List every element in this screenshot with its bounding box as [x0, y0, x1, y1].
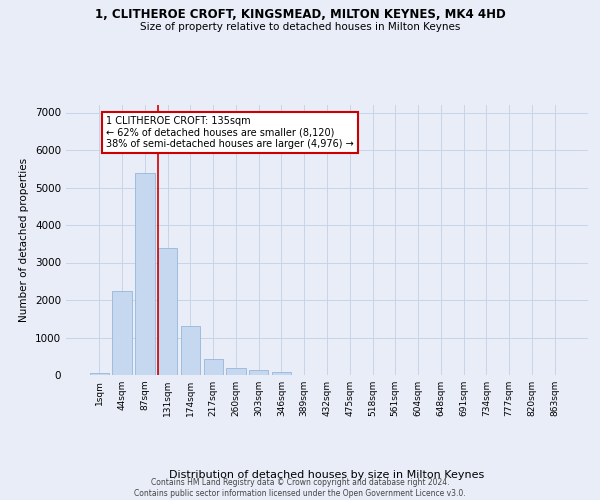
Bar	[226, 368, 245, 375]
Y-axis label: Number of detached properties: Number of detached properties	[19, 158, 29, 322]
Bar	[90, 373, 109, 375]
Text: 1 CLITHEROE CROFT: 135sqm
← 62% of detached houses are smaller (8,120)
38% of se: 1 CLITHEROE CROFT: 135sqm ← 62% of detac…	[106, 116, 354, 150]
Bar	[158, 248, 178, 375]
Text: Contains HM Land Registry data © Crown copyright and database right 2024.
Contai: Contains HM Land Registry data © Crown c…	[134, 478, 466, 498]
Bar	[112, 290, 132, 375]
Text: Size of property relative to detached houses in Milton Keynes: Size of property relative to detached ho…	[140, 22, 460, 32]
Bar	[203, 359, 223, 375]
Text: Distribution of detached houses by size in Milton Keynes: Distribution of detached houses by size …	[169, 470, 485, 480]
Bar	[272, 372, 291, 375]
Bar	[181, 326, 200, 375]
Bar	[135, 172, 155, 375]
Bar	[249, 370, 268, 375]
Text: 1, CLITHEROE CROFT, KINGSMEAD, MILTON KEYNES, MK4 4HD: 1, CLITHEROE CROFT, KINGSMEAD, MILTON KE…	[95, 8, 505, 20]
